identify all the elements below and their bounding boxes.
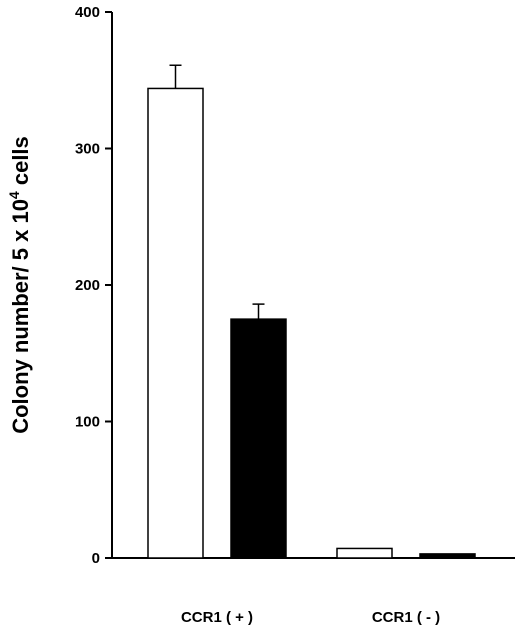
- category-label: CCR1 ( + ): [181, 609, 253, 626]
- bars: [147, 64, 476, 559]
- y-axis-title-superscript: 4: [6, 191, 22, 199]
- y-tick-label: 100: [75, 414, 100, 431]
- y-axis-title-suffix: cells: [8, 136, 33, 191]
- bar-open-ccr1-positive: [147, 87, 204, 559]
- y-ticks: 0 100 200 300 400: [75, 4, 112, 567]
- y-tick-label: 400: [75, 4, 100, 21]
- bar-filled-ccr1-negative: [419, 553, 476, 559]
- y-axis: 0 100 200 300 400: [75, 4, 113, 567]
- category-label: CCR1 ( - ): [372, 609, 440, 626]
- bar-open-ccr1-negative: [336, 547, 393, 559]
- y-tick-label: 200: [75, 277, 100, 294]
- category-labels: CCR1 ( + ) CCR1 ( - ): [181, 609, 440, 626]
- y-axis-title: Colony number/ 5 x 104 cells: [6, 136, 33, 434]
- y-tick-label: 0: [92, 550, 100, 567]
- y-tick-label: 300: [75, 141, 100, 158]
- bar-filled-ccr1-positive: [230, 318, 287, 559]
